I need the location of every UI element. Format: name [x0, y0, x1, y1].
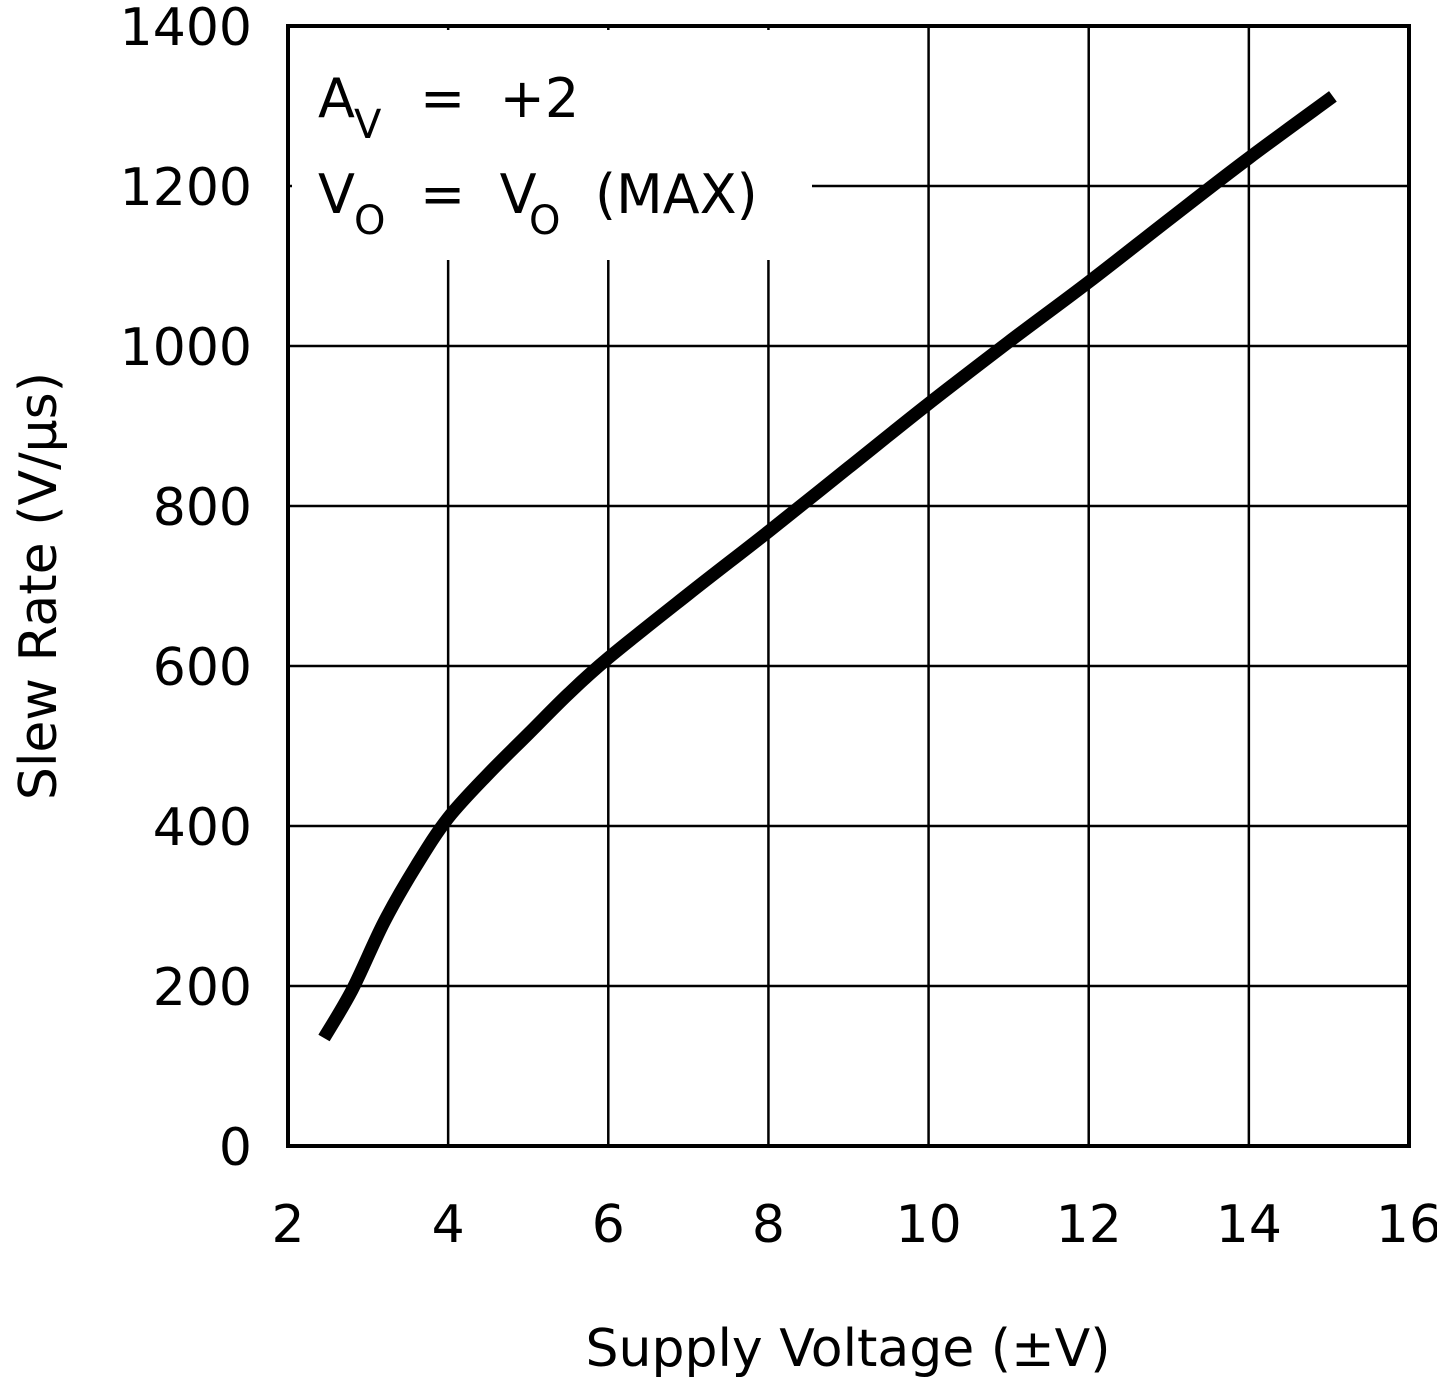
annotation-gain-value: = +2: [420, 67, 579, 130]
y-tick-labels: 0 200 400 600 800 1000 1200 1400: [120, 0, 252, 1178]
y-tick-label: 0: [219, 1118, 252, 1178]
y-tick-label: 1200: [120, 158, 252, 218]
annotation-output-max: (MAX): [595, 163, 758, 226]
annotation-background: [292, 30, 812, 260]
y-tick-label: 200: [153, 958, 252, 1018]
y-tick-label: 800: [153, 478, 252, 538]
y-tick-label: 400: [153, 798, 252, 858]
annotation-gain-symbol: A: [318, 67, 355, 130]
annotation-output-symbol: V: [318, 163, 355, 226]
x-tick-label: 14: [1216, 1195, 1282, 1255]
y-axis-title: Slew Rate (V/μs): [9, 372, 69, 800]
x-tick-label: 4: [432, 1195, 465, 1255]
annotation-output-subscript-2: O: [529, 198, 560, 244]
series-line: [318, 91, 1337, 1042]
y-tick-label: 1400: [120, 0, 252, 58]
x-tick-label: 8: [752, 1195, 785, 1255]
x-tick-labels: 2 4 6 8 10 12 14 16: [271, 1195, 1437, 1255]
x-axis-title: Supply Voltage (±V): [585, 1319, 1110, 1379]
y-tick-label: 600: [153, 638, 252, 698]
annotation-output: V O = V O (MAX): [318, 163, 758, 244]
plot-frame: [286, 24, 1411, 1148]
annotation-gain-subscript: V: [354, 102, 382, 148]
x-tick-label: 10: [895, 1195, 961, 1255]
annotation-output-equals: = V: [420, 163, 537, 226]
y-tick-label: 1000: [120, 318, 252, 378]
annotation-gain: A V = +2: [318, 67, 579, 148]
x-tick-label: 16: [1376, 1195, 1437, 1255]
x-tick-label: 6: [592, 1195, 625, 1255]
x-tick-label: 12: [1056, 1195, 1122, 1255]
annotation-output-subscript: O: [354, 198, 385, 244]
x-tick-label: 2: [271, 1195, 304, 1255]
